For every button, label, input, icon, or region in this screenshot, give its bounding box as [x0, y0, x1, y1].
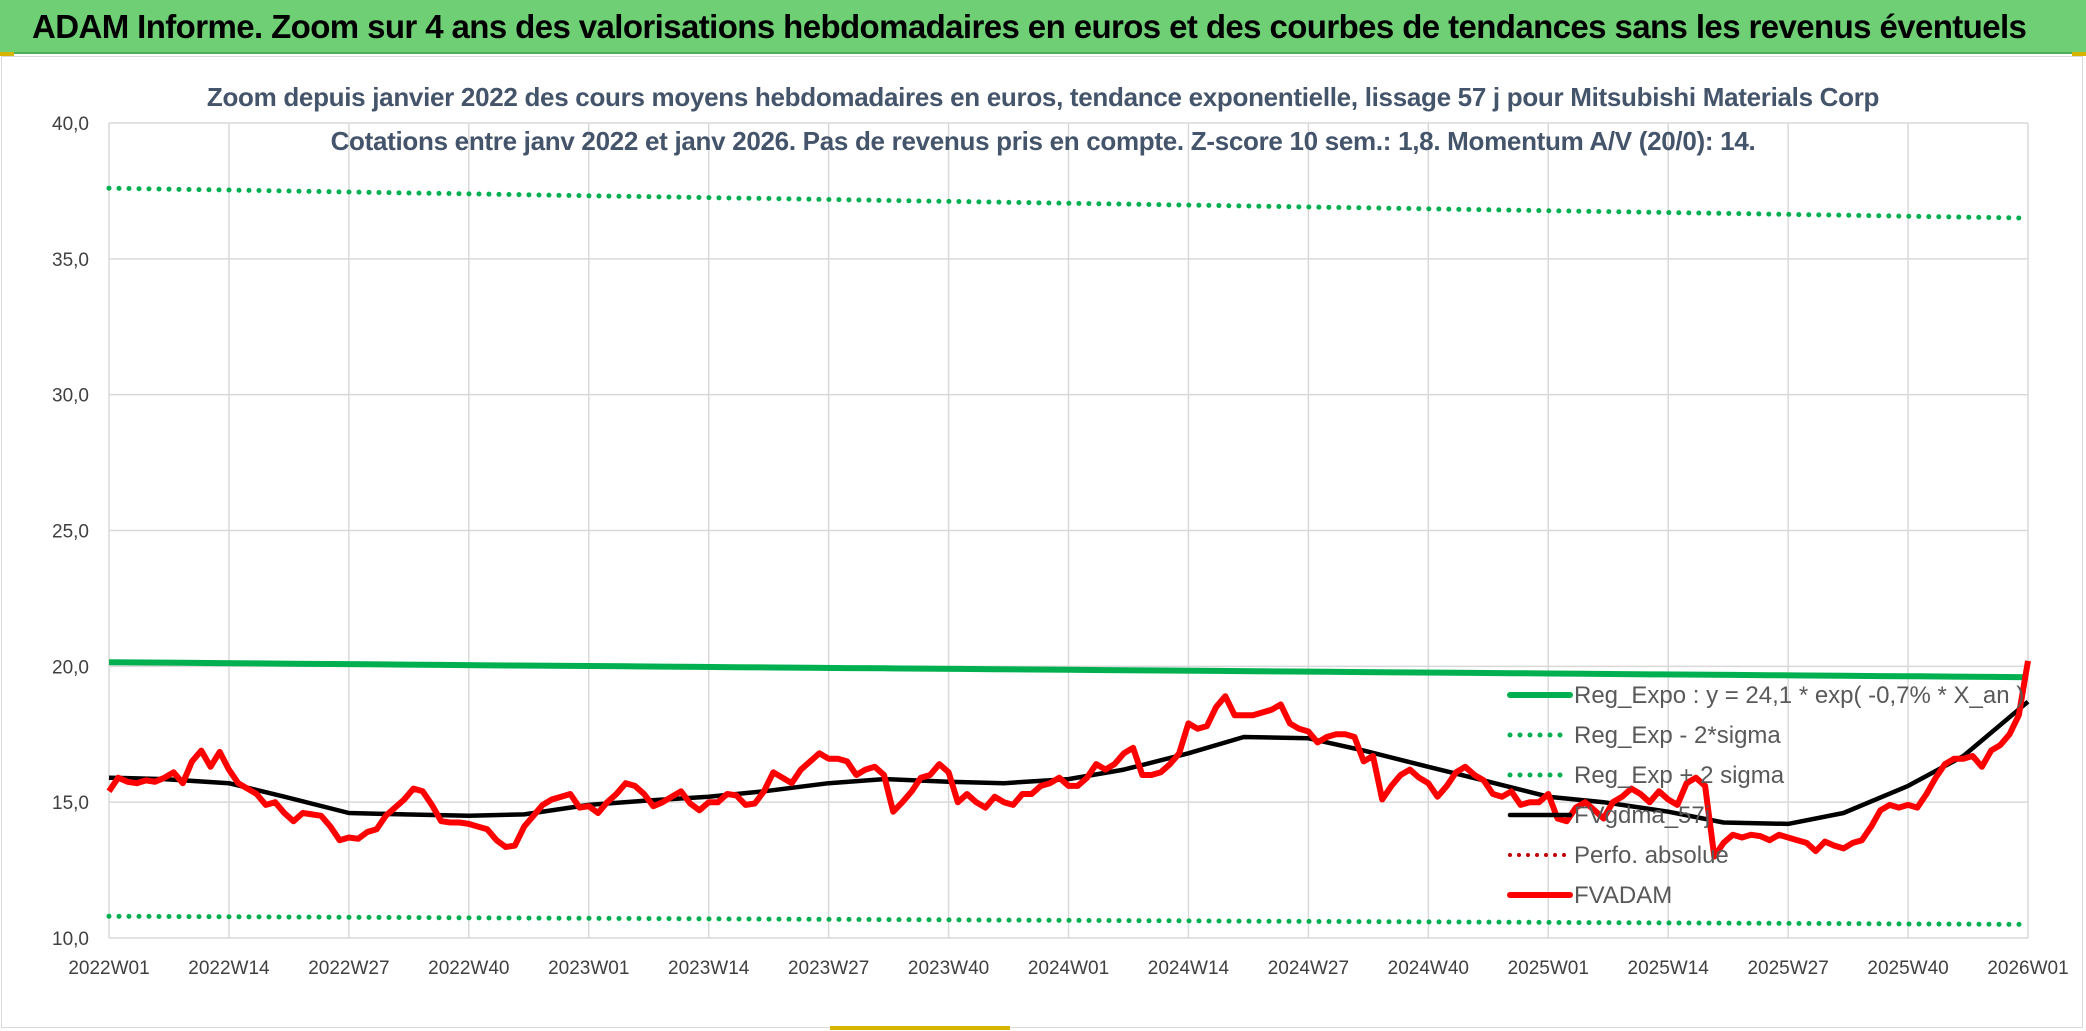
x-tick-label: 2025W27 — [1747, 958, 1828, 979]
y-tick-label: 30,0 — [52, 386, 89, 407]
chart-axes: 10,0 15,0 20,0 25,0 30,0 35,0 40,0 2022W01 2022W… — [52, 114, 2069, 979]
legend-label: Reg_Expo : y = 24,1 * exp( -0,7% * X_an … — [1574, 682, 2024, 709]
chart-title: Zoom depuis janvier 2022 des cours moyen… — [206, 82, 1880, 112]
x-tick-label: 2023W01 — [548, 958, 629, 979]
legend-label: Reg_Exp - 2*sigma — [1574, 722, 1781, 749]
series-reg-exp-plus-2sigma — [106, 185, 2031, 221]
series-fvgdma-57j — [108, 699, 2030, 827]
x-tick-label: 2022W40 — [428, 958, 509, 979]
y-tick-label: 25,0 — [52, 522, 89, 543]
y-tick-label: 40,0 — [52, 114, 89, 135]
banner-accent-right — [2072, 52, 2086, 56]
x-tick-label: 2023W14 — [668, 958, 750, 979]
report-title: ADAM Informe. Zoom sur 4 ans des valoris… — [32, 8, 2027, 45]
x-tick-label: 2023W27 — [788, 958, 869, 979]
x-tick-label: 2024W14 — [1148, 958, 1230, 979]
legend-label: Reg_Exp + 2 sigma — [1574, 762, 1785, 789]
series-reg-expo — [108, 659, 2029, 681]
series-fvadam — [106, 660, 2031, 860]
y-tick-label: 20,0 — [52, 657, 89, 678]
legend-label: FVADAM — [1574, 882, 1672, 909]
chart-legend: Reg_Expo : y = 24,1 * exp( -0,7% * X_an … — [1507, 682, 2024, 909]
x-tick-label: 2023W40 — [908, 958, 989, 979]
bottom-accent — [830, 1026, 1010, 1030]
y-tick-label: 10,0 — [52, 929, 89, 950]
legend-label: FVgdma_57j — [1574, 802, 1710, 829]
chart-subtitle: Cotations entre janv 2022 et janv 2026. … — [330, 126, 1756, 156]
x-tick-label: 2025W14 — [1628, 958, 1710, 979]
report-banner: ADAM Informe. Zoom sur 4 ans des valoris… — [0, 0, 2086, 54]
x-tick-label: 2024W40 — [1388, 958, 1469, 979]
y-tick-label: 35,0 — [52, 250, 89, 271]
chart-series — [106, 185, 2031, 927]
banner-accent-left — [0, 52, 14, 56]
legend-label: Perfo. absolue — [1574, 842, 1729, 869]
series-reg-exp-minus-2sigma — [106, 913, 2031, 927]
x-tick-label: 2025W01 — [1508, 958, 1589, 979]
x-tick-label: 2026W01 — [1987, 958, 2068, 979]
y-tick-label: 15,0 — [52, 793, 89, 814]
x-tick-label: 2025W40 — [1867, 958, 1948, 979]
x-tick-label: 2024W27 — [1268, 958, 1349, 979]
chart-frame — [1, 56, 2083, 1028]
x-tick-label: 2022W01 — [68, 958, 149, 979]
x-tick-label: 2022W14 — [188, 958, 270, 979]
x-tick-label: 2022W27 — [308, 958, 389, 979]
x-tick-label: 2024W01 — [1028, 958, 1109, 979]
